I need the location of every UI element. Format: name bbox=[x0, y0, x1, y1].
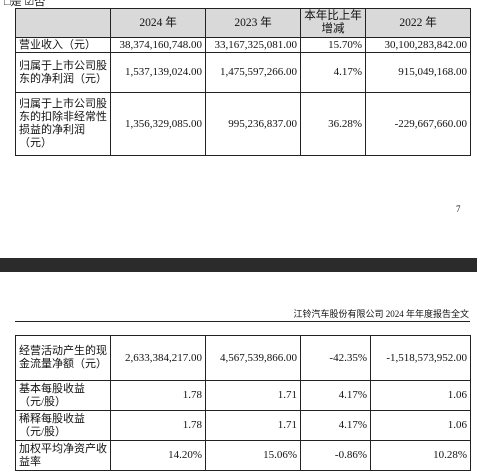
page-break bbox=[0, 258, 477, 272]
table-cell: 经营活动产生的现金流量净额（元） bbox=[15, 335, 111, 381]
table-cell: 1.78 bbox=[110, 380, 206, 411]
table-top: 2024 年 2023 年本年比上年增减 2022 年营业收入（元） 38,374,1… bbox=[15, 8, 471, 156]
table-cell: 基本每股收益（元/股） bbox=[15, 380, 111, 411]
table-row: 基本每股收益（元/股） 1.78 1.71 4.17% 1.06 bbox=[15, 380, 471, 411]
table-cell: 加权平均净资产收益率 bbox=[15, 440, 111, 471]
table-row: 2024 年 2023 年本年比上年增减 2022 年 bbox=[15, 8, 471, 38]
table-cell: 归属于上市公司股东的扣除非经常性损益的净利润（元） bbox=[15, 92, 111, 156]
table-cell: 2022 年 bbox=[365, 8, 471, 38]
table-cell: 1.71 bbox=[205, 380, 301, 411]
table-cell: 33,167,325,081.00 bbox=[205, 37, 301, 53]
table-cell: 归属于上市公司股东的净利润（元） bbox=[15, 52, 111, 93]
table-cell: 1.06 bbox=[370, 380, 471, 411]
table-cell: 15.06% bbox=[205, 440, 301, 471]
table-cell: 995,236,837.00 bbox=[205, 92, 301, 156]
table-cell: 36.28% bbox=[300, 92, 366, 156]
table-cell: 15.70% bbox=[300, 37, 366, 53]
table-cell: 2,633,384,217.00 bbox=[110, 335, 206, 381]
table-row: 经营活动产生的现金流量净额（元） 2,633,384,217.00 4,567,53… bbox=[15, 335, 471, 381]
top-fragment: □是 ☑否 bbox=[4, 0, 46, 8]
table-cell: 2024 年 bbox=[110, 8, 206, 38]
table-cell: 2023 年 bbox=[205, 8, 301, 38]
table-cell: 10.28% bbox=[370, 440, 471, 471]
table-cell: -0.86% bbox=[300, 440, 371, 471]
table-cell: 稀释每股收益（元/股） bbox=[15, 410, 111, 441]
table-cell: -1,518,573,952.00 bbox=[370, 335, 471, 381]
table-row: 稀释每股收益（元/股） 1.78 1.71 4.17% 1.06 bbox=[15, 410, 471, 441]
table-cell: 4,567,539,866.00 bbox=[205, 335, 301, 381]
table-cell: 本年比上年增减 bbox=[300, 8, 366, 38]
table-cell: 14.20% bbox=[110, 440, 206, 471]
table-cell: 4.17% bbox=[300, 52, 366, 93]
page-number: 7 bbox=[456, 204, 461, 214]
table-cell: 营业收入（元） bbox=[15, 37, 111, 53]
table-cell: 1,356,329,085.00 bbox=[110, 92, 206, 156]
table-cell: -229,667,660.00 bbox=[365, 92, 471, 156]
table-row: 营业收入（元） 38,374,160,748.00 33,167,325,081.0… bbox=[15, 37, 471, 53]
table-cell: 1.78 bbox=[110, 410, 206, 441]
table-cell: 38,374,160,748.00 bbox=[110, 37, 206, 53]
table-cell: 1,537,139,024.00 bbox=[110, 52, 206, 93]
table-cell: 30,100,283,842.00 bbox=[365, 37, 471, 53]
table-row: 加权平均净资产收益率 14.20% 15.06% -0.86% 10.28% bbox=[15, 440, 471, 471]
table-cell: 4.17% bbox=[300, 380, 371, 411]
table-row: 归属于上市公司股东的扣除非经常性损益的净利润（元） 1,356,329,085.0… bbox=[15, 92, 471, 156]
table-bottom: 经营活动产生的现金流量净额（元） 2,633,384,217.00 4,567,53… bbox=[15, 335, 471, 471]
table-cell: 1,475,597,266.00 bbox=[205, 52, 301, 93]
table-cell bbox=[15, 8, 111, 38]
table-cell: 915,049,168.00 bbox=[365, 52, 471, 93]
header-rule bbox=[15, 321, 470, 322]
running-header: 江铃汽车股份有限公司 2024 年年度报告全文 bbox=[293, 309, 469, 319]
table-cell: 1.06 bbox=[370, 410, 471, 441]
table-row: 归属于上市公司股东的净利润（元） 1,537,139,024.00 1,475,59… bbox=[15, 52, 471, 93]
table-cell: -42.35% bbox=[300, 335, 371, 381]
table-cell: 1.71 bbox=[205, 410, 301, 441]
table-cell: 4.17% bbox=[300, 410, 371, 441]
